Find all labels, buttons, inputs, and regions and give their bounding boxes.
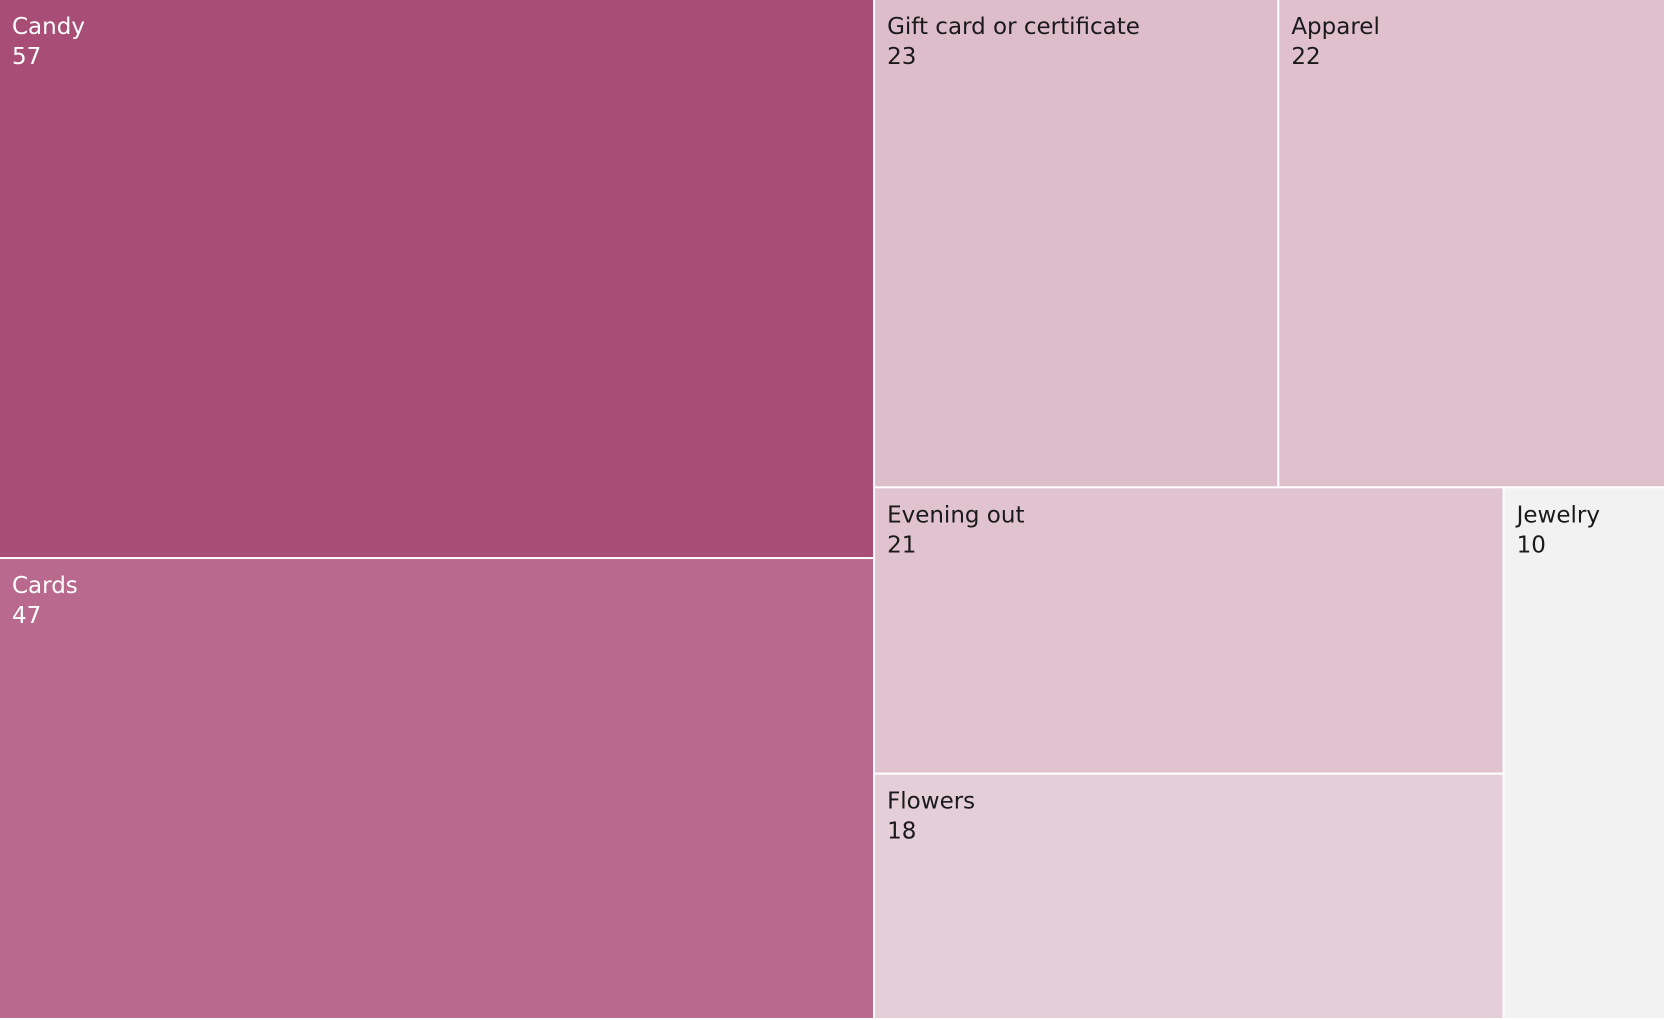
tile-value-gift-card-or-certificate: 23 [887, 44, 916, 70]
tile-value-cards: 47 [12, 603, 41, 629]
tile-name-apparel: Apparel [1291, 14, 1380, 40]
tile-jewelry: Jewelry 10 [1504, 488, 1664, 1019]
tile-candy: Candy 57 [0, 0, 874, 558]
tile-name-jewelry: Jewelry [1515, 502, 1600, 528]
tile-rect-apparel [1279, 0, 1664, 487]
tile-value-flowers: 18 [887, 819, 916, 845]
tile-rect-jewelry [1504, 488, 1664, 1019]
tile-evening-out: Evening out 21 [875, 488, 1503, 773]
tile-cards: Cards 47 [0, 559, 874, 1018]
tile-rect-candy [0, 0, 874, 558]
tile-name-evening-out: Evening out [887, 502, 1024, 528]
tile-flowers: Flowers 18 [875, 774, 1503, 1018]
tile-name-candy: Candy [12, 14, 85, 40]
tile-rect-cards [0, 559, 874, 1018]
tile-apparel: Apparel 22 [1279, 0, 1664, 487]
tile-value-evening-out: 21 [887, 532, 916, 558]
tile-name-gift-card-or-certificate: Gift card or certificate [887, 14, 1140, 40]
tile-value-jewelry: 10 [1517, 532, 1546, 558]
tile-name-cards: Cards [12, 573, 78, 599]
tile-rect-gift-card-or-certificate [875, 0, 1278, 487]
tile-value-candy: 57 [12, 44, 41, 70]
tile-rect-flowers [875, 774, 1503, 1018]
tile-rect-evening-out [875, 488, 1503, 773]
tile-gift-card-or-certificate: Gift card or certificate 23 [875, 0, 1278, 487]
tile-name-flowers: Flowers [887, 789, 975, 815]
tile-value-apparel: 22 [1291, 44, 1320, 70]
